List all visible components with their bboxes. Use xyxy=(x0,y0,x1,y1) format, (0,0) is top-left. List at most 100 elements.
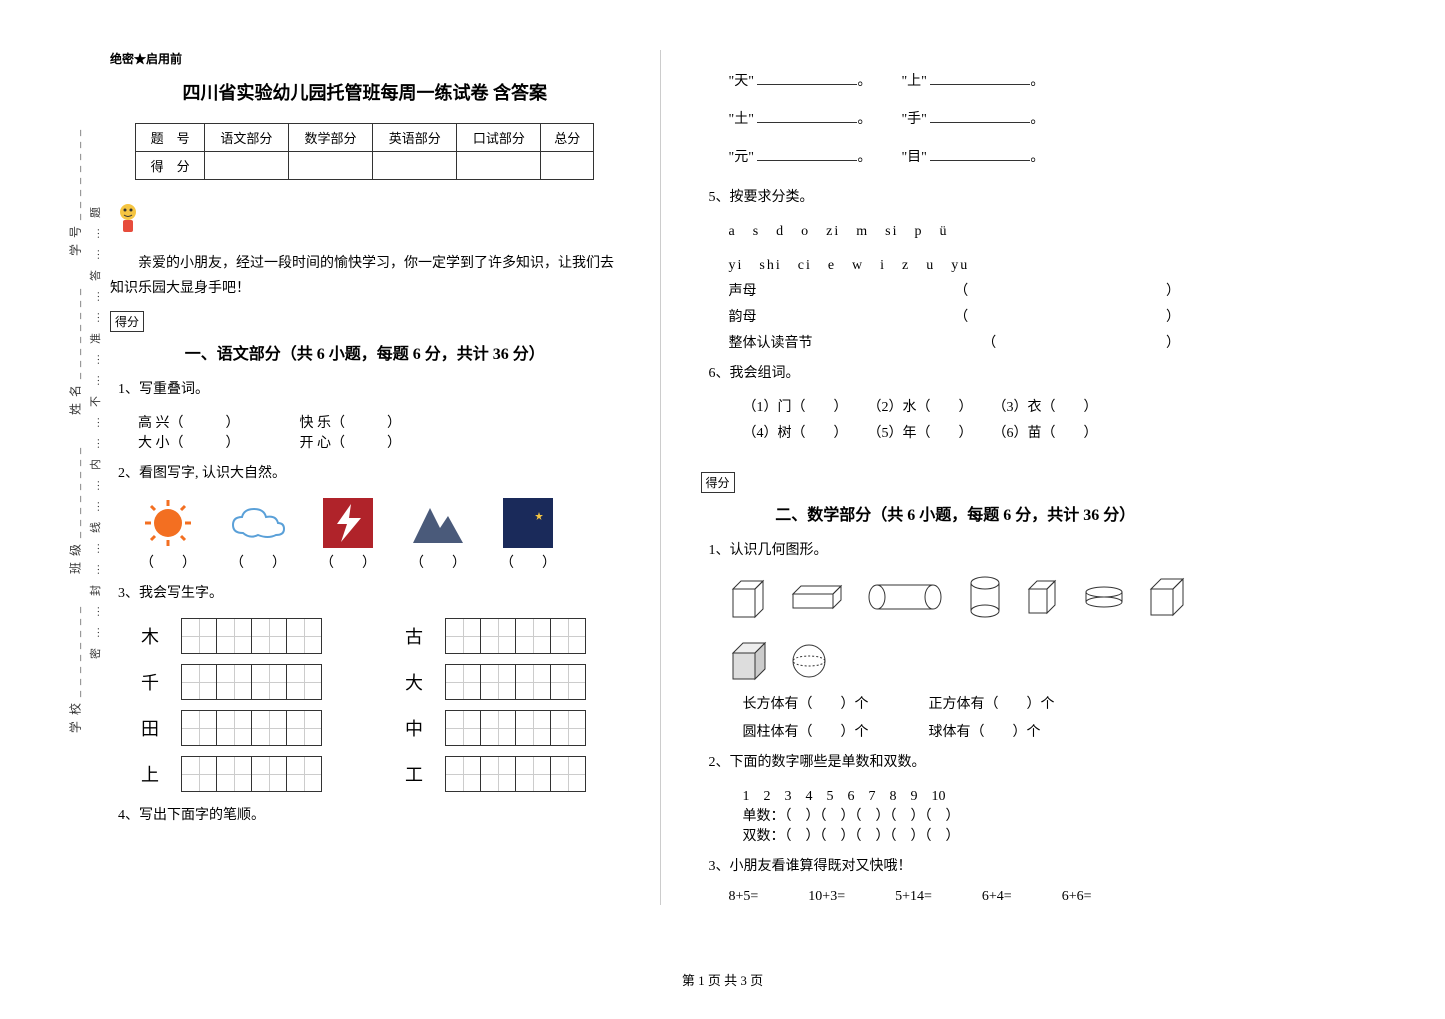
score-r2[interactable] xyxy=(288,152,372,180)
char-cell[interactable] xyxy=(515,756,551,792)
char-label: 田 xyxy=(138,715,162,741)
char-cell[interactable] xyxy=(251,756,287,792)
char-cell[interactable] xyxy=(181,664,217,700)
shapes-row xyxy=(729,575,1211,683)
char-grid xyxy=(446,710,586,746)
column-divider xyxy=(660,50,661,905)
s2q3-stem: 3、小朋友看谁算得既对又快哦！ xyxy=(709,853,1211,881)
stroke-line: "天" 。"上" 。 xyxy=(729,70,1211,90)
score-table: 题 号 语文部分 数学部分 英语部分 口试部分 总分 得 分 xyxy=(135,123,594,180)
page: 绝密★启用前 四川省实验幼儿园托管班每周一练试卷 含答案 题 号 语文部分 数学… xyxy=(110,50,1210,905)
score-h0: 题 号 xyxy=(136,124,204,152)
char-cell[interactable] xyxy=(216,710,252,746)
stroke-item: "上" 。 xyxy=(901,70,1044,90)
secret-label: 绝密★启用前 xyxy=(110,50,620,67)
right-column: "天" 。"上" 。"土" 。"手" 。"元" 。"目" 。 5、按要求分类。 … xyxy=(701,50,1211,905)
q6-i2: （3）衣（ ） xyxy=(993,396,1098,416)
char-cell[interactable] xyxy=(286,618,322,654)
char-cell[interactable] xyxy=(445,710,481,746)
char-label: 中 xyxy=(402,715,426,741)
q1-item2: 大 小（ ） xyxy=(138,432,240,452)
s2q3-i3: 6+4= xyxy=(982,889,1012,905)
score-r3[interactable] xyxy=(373,152,457,180)
char-cell[interactable] xyxy=(445,664,481,700)
char-label: 古 xyxy=(402,623,426,649)
char-cell[interactable] xyxy=(550,710,586,746)
char-cell[interactable] xyxy=(181,756,217,792)
intro-icon-wrap xyxy=(110,200,620,236)
score-h4: 口试部分 xyxy=(457,124,541,152)
stroke-item: "手" 。 xyxy=(901,108,1044,128)
char-cell[interactable] xyxy=(480,664,516,700)
char-cell[interactable] xyxy=(286,756,322,792)
q5-row2: yi shi ci e w i z u yu xyxy=(729,254,1211,274)
char-cell[interactable] xyxy=(480,756,516,792)
stroke-item: "元" 。 xyxy=(729,146,872,166)
score-r4[interactable] xyxy=(457,152,541,180)
char-cell[interactable] xyxy=(181,618,217,654)
paper-title: 四川省实验幼儿园托管班每周一练试卷 含答案 xyxy=(110,79,620,105)
score-r5[interactable] xyxy=(541,152,594,180)
char-cell[interactable] xyxy=(216,664,252,700)
score-h1: 语文部分 xyxy=(204,124,288,152)
stroke-line: "土" 。 "手" 。 xyxy=(729,108,1211,128)
char-cell[interactable] xyxy=(286,664,322,700)
char-cell[interactable] xyxy=(480,710,516,746)
cloud-icon xyxy=(228,498,288,548)
char-cell[interactable] xyxy=(480,618,516,654)
q5-stem: 5、按要求分类。 xyxy=(709,184,1211,212)
score-r1[interactable] xyxy=(204,152,288,180)
s2q3-i4: 6+6= xyxy=(1062,889,1092,905)
scorebox-2: 得分 xyxy=(701,472,735,493)
char-cell[interactable] xyxy=(181,710,217,746)
char-label: 大 xyxy=(402,669,426,695)
char-cell[interactable] xyxy=(445,756,481,792)
char-cell[interactable] xyxy=(251,618,287,654)
q2-blank4: （ ） xyxy=(498,552,558,572)
char-cell[interactable] xyxy=(550,756,586,792)
moon-icon xyxy=(498,498,558,548)
q6-i1: （2）水（ ） xyxy=(868,396,973,416)
char-cell[interactable] xyxy=(286,710,322,746)
binding-id-label: 学号 xyxy=(69,220,83,256)
q5-row1: a s d o zi m si p ü xyxy=(729,220,1211,240)
q2-blank0: （ ） xyxy=(138,552,198,572)
cube-small-icon xyxy=(1025,577,1061,617)
s2q1-l0: 长方体有（ ）个 xyxy=(743,693,869,713)
lightning-icon xyxy=(318,498,378,548)
binding-margin: 学校________ 班级________ 姓名________ 学号_____… xyxy=(55,20,85,850)
q2-blank1: （ ） xyxy=(228,552,288,572)
char-cell[interactable] xyxy=(515,618,551,654)
char-cell[interactable] xyxy=(515,664,551,700)
q3-stem: 3、我会写生字。 xyxy=(118,580,620,608)
q6-stem: 6、我会组词。 xyxy=(709,360,1211,388)
binding-dotted: 密……封……线……内……不……准……答……题 xyxy=(87,28,103,828)
char-cell[interactable] xyxy=(216,618,252,654)
char-grid xyxy=(446,618,586,654)
char-cell[interactable] xyxy=(251,664,287,700)
q5-e0: ） xyxy=(1166,280,1180,300)
char-grid xyxy=(446,664,586,700)
char-cell[interactable] xyxy=(251,710,287,746)
stroke-item: "目" 。 xyxy=(901,146,1044,166)
s2q2-nums: 1 2 3 4 5 6 7 8 9 10 xyxy=(743,785,1211,805)
char-cell[interactable] xyxy=(216,756,252,792)
flat-cylinder-icon xyxy=(1081,585,1127,609)
binding-name-label: 姓名 xyxy=(69,379,83,415)
q4-stem: 4、写出下面字的笔顺。 xyxy=(118,802,620,830)
page-footer: 第 1 页 共 3 页 xyxy=(0,970,1445,989)
char-grid xyxy=(182,756,322,792)
stroke-item: "土" 。 xyxy=(729,108,872,128)
char-cell[interactable] xyxy=(550,664,586,700)
q5-b0: （ xyxy=(954,280,968,300)
s2q1-l2: 圆柱体有（ ）个 xyxy=(743,721,869,741)
section1-title: 一、语文部分（共 6 小题，每题 6 分，共计 36 分） xyxy=(110,340,620,364)
mountain-icon xyxy=(408,498,468,548)
section2-title: 二、数学部分（共 6 小题，每题 6 分，共计 36 分） xyxy=(701,501,1211,525)
cuboid-icon xyxy=(729,575,769,619)
s2q3-i0: 8+5= xyxy=(729,889,759,905)
char-cell[interactable] xyxy=(445,618,481,654)
binding-class-label: 班级 xyxy=(69,538,83,574)
char-cell[interactable] xyxy=(550,618,586,654)
char-cell[interactable] xyxy=(515,710,551,746)
